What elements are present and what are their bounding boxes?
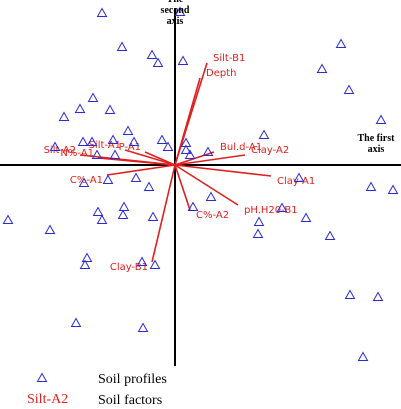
profile-point: [87, 92, 99, 102]
profile-point: [44, 224, 56, 234]
profile-point: [365, 181, 377, 191]
profile-point: [107, 134, 119, 144]
profile-point: [152, 57, 164, 67]
vector: [124, 149, 176, 166]
legend-symbol-text: Silt-A2: [27, 392, 68, 407]
vector-label: Clay-B1: [110, 262, 148, 273]
y-axis-title: The second axis: [160, 0, 190, 27]
vector-label: C%-A2: [196, 210, 229, 221]
profile-point: [375, 114, 387, 124]
legend-label: Soil factors: [98, 393, 162, 408]
profile-point: [49, 141, 61, 151]
profile-point: [276, 202, 288, 212]
vector: [97, 157, 176, 166]
profile-point: [91, 149, 103, 159]
vector-label: pH.H20-B1: [244, 205, 298, 216]
vector: [144, 151, 176, 166]
profile-point: [79, 259, 91, 269]
vector: [174, 154, 246, 166]
profile-point: [117, 209, 129, 219]
legend-symbol: [36, 372, 48, 382]
profile-point: [180, 144, 192, 154]
profile-point: [205, 191, 217, 201]
profile-point: [156, 134, 168, 144]
profile-point: [81, 252, 93, 262]
profile-point: [92, 206, 104, 216]
vector: [174, 164, 191, 211]
profile-point: [78, 177, 90, 187]
profile-point: [162, 141, 174, 151]
profile-point: [174, 6, 186, 16]
profile-point: [335, 38, 347, 48]
profile-point: [128, 136, 140, 146]
profile-point: [324, 230, 336, 240]
profile-point: [74, 103, 86, 113]
profile-point: [130, 172, 142, 182]
profile-point: [104, 104, 116, 114]
vector-label: N%-A1: [60, 148, 94, 159]
profile-point: [202, 146, 214, 156]
profile-point: [316, 63, 328, 73]
vector: [174, 164, 239, 206]
profile-point: [253, 216, 265, 226]
profile-point: [118, 201, 130, 211]
profile-point: [137, 322, 149, 332]
vector: [106, 164, 176, 176]
profile-point: [96, 214, 108, 224]
profile-point: [122, 125, 134, 135]
profile-point: [187, 201, 199, 211]
profile-point: [387, 184, 399, 194]
vector-label: P-A1: [119, 142, 141, 153]
vector: [174, 164, 272, 177]
vector: [151, 164, 176, 263]
x-axis-title: The first axis: [357, 133, 395, 155]
profile-point: [143, 181, 155, 191]
profile-point: [102, 174, 114, 184]
profile-point: [70, 317, 82, 327]
profile-point: [146, 49, 158, 59]
profile-point: [147, 211, 159, 221]
profile-point: [293, 172, 305, 182]
profile-point: [177, 55, 189, 65]
legend-label: Soil profiles: [98, 372, 167, 387]
vector: [174, 77, 201, 166]
profile-point: [136, 256, 148, 266]
vector-label: Depth: [206, 68, 236, 79]
profile-point: [116, 41, 128, 51]
profile-point: [77, 136, 89, 146]
profile-point: [357, 351, 369, 361]
profile-point: [96, 7, 108, 17]
vector-label: Bul.d-A1: [220, 142, 262, 153]
profile-point: [258, 129, 270, 139]
profile-point: [300, 212, 312, 222]
profile-point: [184, 149, 196, 159]
profile-point: [2, 214, 14, 224]
vector-label: Silt-B1: [213, 53, 245, 64]
profile-point: [372, 291, 384, 301]
profile-point: [109, 149, 121, 159]
profile-point: [252, 228, 264, 238]
profile-point: [86, 136, 98, 146]
profile-point: [149, 259, 161, 269]
vector-label: C%-A1: [70, 175, 103, 186]
profile-point: [344, 289, 356, 299]
vector-label: Silt-A1: [89, 140, 121, 151]
profile-point: [343, 84, 355, 94]
vector-label: Clay-A2: [251, 145, 289, 156]
profile-point: [58, 111, 70, 121]
